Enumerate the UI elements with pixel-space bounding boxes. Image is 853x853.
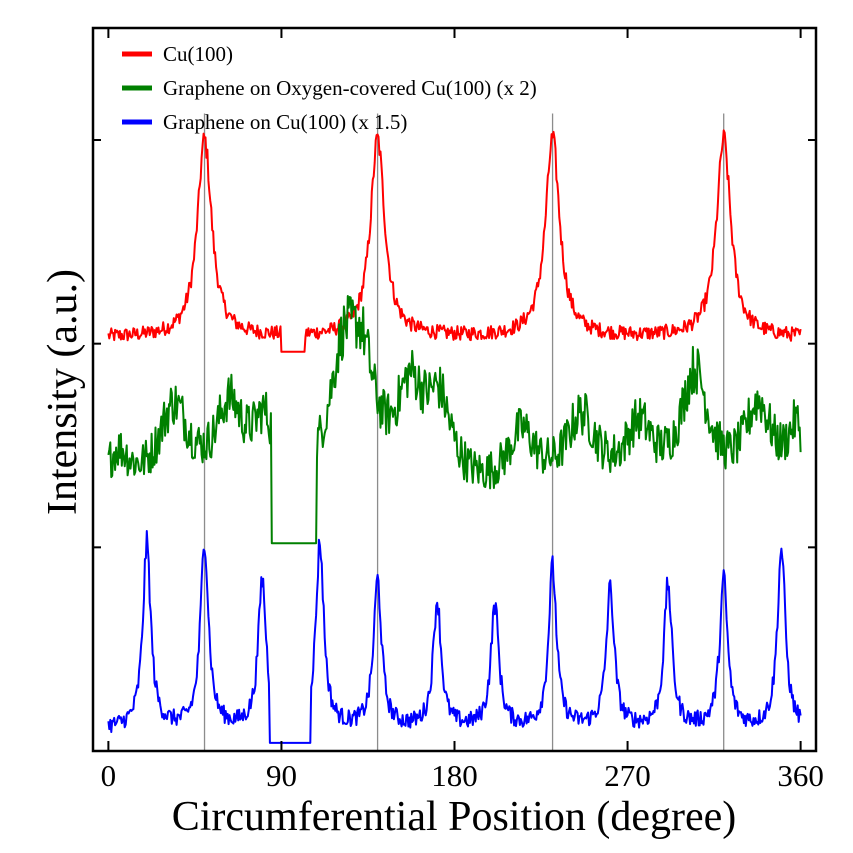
- legend-label-2: Graphene on Cu(100) (x 1.5): [163, 110, 407, 134]
- legend-label-1: Graphene on Oxygen-covered Cu(100) (x 2): [163, 76, 537, 100]
- series-line-2: [107, 530, 802, 744]
- x-tick-labels: 0 90 180 270 360: [101, 758, 824, 793]
- x-axis-title: Circumferential Position (degree): [172, 794, 736, 840]
- axis-ticks: [93, 28, 816, 752]
- x-tick-label-1: 90: [266, 758, 297, 793]
- reference-lines: [203, 113, 725, 751]
- series-line-1: [107, 295, 802, 545]
- y-axis-title: Intensity (a.u.): [40, 269, 86, 515]
- x-tick-label-2: 180: [431, 758, 478, 793]
- series-layer: [107, 129, 802, 744]
- series-line-0: [107, 129, 802, 353]
- x-tick-label-0: 0: [101, 758, 117, 793]
- x-tick-label-3: 270: [604, 758, 651, 793]
- legend: Cu(100) Graphene on Oxygen-covered Cu(100…: [122, 42, 537, 134]
- legend-label-0: Cu(100): [163, 42, 233, 66]
- plot-area: [93, 28, 816, 751]
- x-tick-label-4: 360: [777, 758, 824, 793]
